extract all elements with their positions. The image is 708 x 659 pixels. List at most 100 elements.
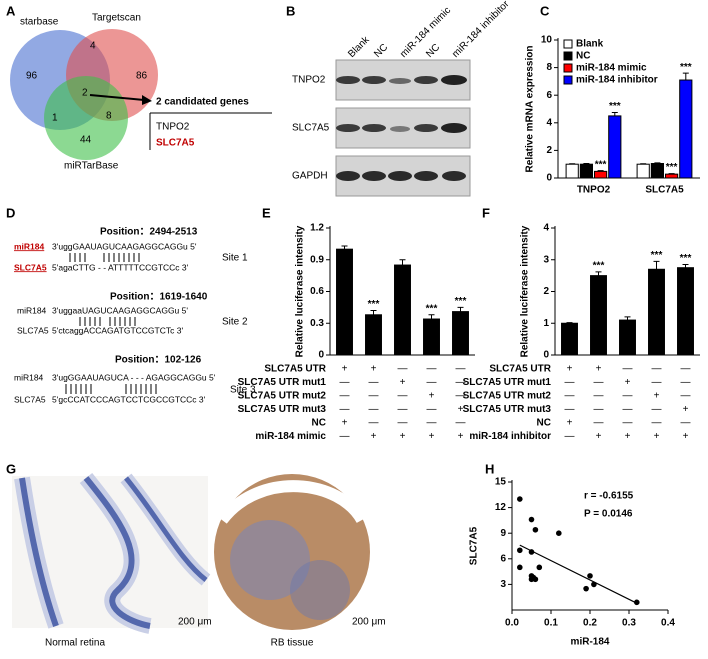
venn-count: 96 bbox=[26, 71, 38, 82]
bar bbox=[562, 323, 578, 355]
bar bbox=[680, 80, 692, 178]
mirna: miR184 bbox=[17, 305, 47, 315]
point bbox=[529, 517, 535, 523]
condition-mark: — bbox=[623, 404, 633, 415]
y-axis-label: Relative luciferase intensity bbox=[295, 225, 306, 357]
condition-mark: — bbox=[594, 391, 604, 402]
bar bbox=[649, 269, 665, 355]
legend-label: miR-184 mimic bbox=[576, 63, 647, 74]
panel-label: A bbox=[6, 3, 16, 18]
condition-label: miR-184 mimic bbox=[255, 431, 326, 442]
bar bbox=[337, 249, 353, 355]
condition-mark: — bbox=[623, 364, 633, 375]
gene: SLC7A5 bbox=[14, 394, 46, 404]
error-bar bbox=[458, 307, 464, 311]
condition-mark: — bbox=[681, 364, 691, 375]
sequence: 3'uggaaUAGUCAAGAGGCAGGu 5' bbox=[52, 305, 188, 315]
y-tick-label: 2 bbox=[543, 286, 549, 297]
condition-mark: — bbox=[398, 364, 408, 375]
condition-mark: + bbox=[458, 431, 464, 442]
condition-mark: — bbox=[652, 418, 662, 429]
bar bbox=[609, 116, 621, 178]
y-axis-label: Relative luciferase intensity bbox=[520, 225, 531, 357]
lane-label: miR-184 inhibitor bbox=[450, 0, 512, 60]
x-tick-label: 0.1 bbox=[544, 618, 558, 629]
point bbox=[634, 600, 640, 606]
site-label: Site 2 bbox=[222, 317, 248, 328]
condition-mark: — bbox=[369, 391, 379, 402]
significance: *** bbox=[609, 101, 621, 112]
bar bbox=[620, 320, 636, 355]
pairing bbox=[66, 384, 156, 394]
condition-mark: — bbox=[565, 431, 575, 442]
bar bbox=[566, 164, 578, 178]
y-tick-label: 15 bbox=[495, 477, 507, 488]
condition-mark: + bbox=[683, 404, 689, 415]
statistic: P = 0.0146 bbox=[584, 509, 633, 520]
retina-image bbox=[12, 476, 208, 628]
condition-mark: + bbox=[596, 431, 602, 442]
point bbox=[587, 573, 593, 579]
venn-count: 8 bbox=[106, 111, 112, 122]
row-label: GAPDH bbox=[292, 171, 328, 182]
sequence: 5'gcCCATCCCAGTCCTCGCCGTCCc 3' bbox=[52, 394, 206, 404]
y-axis-label: SLC7A5 bbox=[469, 526, 480, 565]
bar bbox=[678, 268, 694, 355]
blot bbox=[336, 60, 470, 196]
error-bar bbox=[596, 272, 602, 276]
condition-mark: + bbox=[625, 377, 631, 388]
significance: *** bbox=[426, 303, 438, 314]
gene: TNPO2 bbox=[156, 122, 190, 133]
error-bar bbox=[400, 260, 406, 265]
fit-line bbox=[520, 545, 637, 603]
condition-label: SLC7A5 UTR mut2 bbox=[463, 391, 552, 402]
set-label: starbase bbox=[20, 17, 59, 28]
panel-label: B bbox=[286, 3, 295, 18]
venn-count: 44 bbox=[80, 135, 92, 146]
legend-swatch bbox=[564, 40, 572, 48]
condition-mark: — bbox=[398, 404, 408, 415]
condition-mark: — bbox=[681, 377, 691, 388]
significance: *** bbox=[666, 162, 678, 173]
position: Position：102-126 bbox=[115, 355, 202, 366]
condition-label: SLC7A5 UTR bbox=[264, 364, 326, 375]
y-tick-label: 6 bbox=[500, 553, 506, 564]
condition-mark: — bbox=[652, 364, 662, 375]
bar bbox=[366, 315, 382, 355]
condition-mark: — bbox=[427, 364, 437, 375]
condition-mark: — bbox=[623, 391, 633, 402]
lane-label: NC bbox=[372, 42, 390, 60]
site-label: Site 1 bbox=[222, 253, 248, 264]
position: Position：1619-1640 bbox=[110, 292, 208, 303]
error-bar bbox=[683, 73, 689, 80]
venn-count: 2 bbox=[82, 88, 88, 99]
y-tick-label: 12 bbox=[495, 502, 507, 513]
arrow-text: 2 candidated genes bbox=[156, 97, 249, 108]
y-axis-label: Relative mRNA expression bbox=[525, 46, 536, 173]
x-tick-label: TNPO2 bbox=[577, 185, 611, 196]
legend-label: Blank bbox=[576, 39, 604, 50]
condition-mark: — bbox=[456, 418, 466, 429]
condition-label: SLC7A5 UTR mut1 bbox=[238, 377, 327, 388]
condition-mark: + bbox=[654, 391, 660, 402]
x-tick-label: 0.2 bbox=[583, 618, 597, 629]
point bbox=[591, 582, 597, 588]
error-bar bbox=[669, 174, 675, 175]
x-axis-label: miR-184 bbox=[571, 637, 610, 648]
y-tick-label: 3 bbox=[500, 579, 506, 590]
condition-mark: — bbox=[652, 404, 662, 415]
legend-label: miR-184 inhibitor bbox=[576, 75, 658, 86]
statistic: r = -0.6155 bbox=[584, 491, 634, 502]
point bbox=[529, 576, 535, 582]
condition-mark: — bbox=[594, 404, 604, 415]
bar bbox=[591, 276, 607, 355]
venn-count: 4 bbox=[90, 41, 96, 52]
condition-mark: — bbox=[340, 377, 350, 388]
legend-swatch bbox=[564, 76, 572, 84]
condition-mark: — bbox=[398, 391, 408, 402]
significance: *** bbox=[680, 62, 692, 73]
error-bar bbox=[371, 311, 377, 315]
condition-mark: — bbox=[681, 418, 691, 429]
caption: Normal retina bbox=[45, 638, 105, 649]
condition-label: NC bbox=[537, 418, 551, 429]
